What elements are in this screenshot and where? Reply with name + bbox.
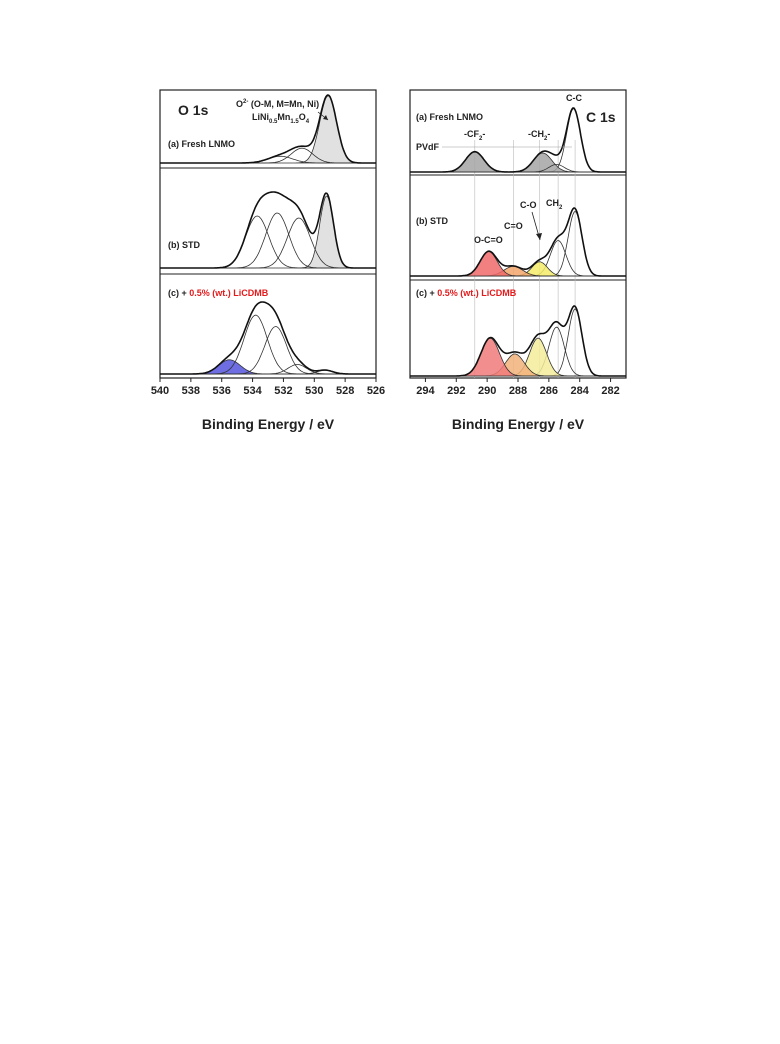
o1s-arrowhead (323, 115, 328, 120)
o1s-tick-label-7: 526 (367, 385, 385, 397)
c1s-row-a-label: (a) Fresh LNMO (416, 112, 483, 122)
o1s-tick-label-5: 530 (305, 385, 323, 397)
c1s-row-2-envelope (410, 305, 626, 377)
lnmo-part-c: O (299, 112, 306, 122)
c1s-row-c-label: (c) + 0.5% (wt.) LiCDMB (416, 288, 517, 298)
c1s-row-c-highlight: 0.5% (wt.) LiCDMB (437, 288, 517, 298)
c1s-row-0-component-1 (410, 152, 626, 173)
c1s-frame (409, 89, 627, 379)
o1s-tick-label-2: 536 (213, 385, 231, 397)
c1s-ocoo-label: O-C=O (474, 235, 503, 245)
o1s-row-2-component-1 (160, 314, 376, 375)
lnmo-part-a: LiNi (252, 112, 269, 122)
o1s-row-1-component-0 (160, 195, 376, 269)
o1s-o2-annotation: O2- (O-M, M=Mn, Ni) (236, 99, 319, 109)
o1s-row-1-envelope (160, 191, 376, 269)
ch2b-subscript: 2 (559, 205, 563, 211)
c1s-tick-label-3: 288 (509, 385, 527, 397)
o1s-row-0-envelope (160, 94, 376, 164)
c1s-tick-label-2: 290 (478, 385, 496, 397)
o1s-tick-label-6: 528 (336, 385, 354, 397)
c1s-panel: 294 292 290 288 286 284 282 C 1s (a) Fresh LNM… (409, 89, 627, 432)
c1s-tick-label-6: 282 (601, 385, 619, 397)
o1s-tick-label-4: 532 (274, 385, 292, 397)
o1s-panel-title: O 1s (178, 102, 209, 118)
o1s-frame (159, 89, 377, 379)
lnmo-sub-2: 1.5 (290, 119, 299, 125)
o1s-row-c-prefix: (c) + (168, 288, 189, 298)
c1s-row-0-envelope (410, 107, 626, 173)
c1s-tick-label-4: 286 (540, 385, 558, 397)
c1s-x-ticks: 294 292 290 288 286 284 282 (416, 378, 620, 397)
o1s-row-2-component-2 (160, 326, 376, 375)
c1s-pvdf-label: PVdF (416, 142, 440, 152)
o1s-row-b-label: (b) STD (168, 240, 200, 250)
c1s-curves (410, 107, 626, 377)
ch2b-text: CH (546, 198, 559, 208)
c1s-co-label: C-O (520, 200, 537, 210)
ch2-text: -CH (528, 129, 544, 139)
c1s-cf2-label: -CF2- (464, 129, 485, 142)
c1s-row-c-prefix: (c) + (416, 288, 437, 298)
o1s-row-2-envelope (160, 301, 376, 375)
c1s-row-1-envelope (410, 207, 626, 277)
lnmo-part-b: Mn (277, 112, 290, 122)
o1s-tick-label-3: 534 (243, 385, 262, 397)
o2-description: (O-M, M=Mn, Ni) (248, 99, 319, 109)
lnmo-sub-1: 0.5 (269, 119, 278, 125)
o1s-lnmo-annotation: LiNi0.5Mn1.5O4 (252, 112, 310, 125)
c1s-tick-label-0: 294 (416, 385, 435, 397)
cf2-subscript: 2 (479, 136, 483, 142)
c1s-cc-label: C-C (566, 93, 582, 103)
ch2-subscript: 2 (544, 136, 548, 142)
c1s-ch2-label: -CH2- (528, 129, 550, 142)
c1s-row-2-component-3 (410, 353, 626, 377)
o1s-row-2-component-0 (160, 359, 376, 375)
o1s-row-c-label: (c) + 0.5% (wt.) LiCDMB (168, 288, 269, 298)
o1s-row-c-highlight: 0.5% (wt.) LiCDMB (189, 288, 269, 298)
c1s-tick-label-1: 292 (447, 385, 465, 397)
c1s-c-eq-o-label: C=O (504, 221, 523, 231)
o1s-x-axis-title: Binding Energy / eV (202, 416, 335, 432)
c1s-tick-label-5: 284 (571, 385, 590, 397)
o1s-tick-label-0: 540 (151, 385, 169, 397)
c1s-row-b-label: (b) STD (416, 216, 448, 226)
c1s-row-0-component-2 (410, 151, 626, 173)
o1s-row-a-label: (a) Fresh LNMO (168, 139, 235, 149)
o2-superscript: 2- (243, 99, 248, 105)
c1s-panel-title: C 1s (586, 109, 616, 125)
cf2-text: -CF (464, 129, 479, 139)
lnmo-sub-3: 4 (306, 119, 310, 125)
o1s-tick-label-1: 538 (182, 385, 200, 397)
c1s-co-arrowhead (536, 233, 542, 240)
o2-letter: O (236, 99, 243, 109)
o1s-row-2-component-3 (160, 364, 376, 375)
o1s-x-ticks: 540 538 536 534 532 530 528 526 (151, 378, 385, 397)
c1s-x-axis-title: Binding Energy / eV (452, 416, 585, 432)
c1s-ch2b-label: CH2 (546, 198, 563, 211)
o1s-panel: 540 538 536 534 532 530 528 526 O 1s (a) Fresh … (151, 89, 385, 432)
o1s-curves (160, 94, 376, 375)
